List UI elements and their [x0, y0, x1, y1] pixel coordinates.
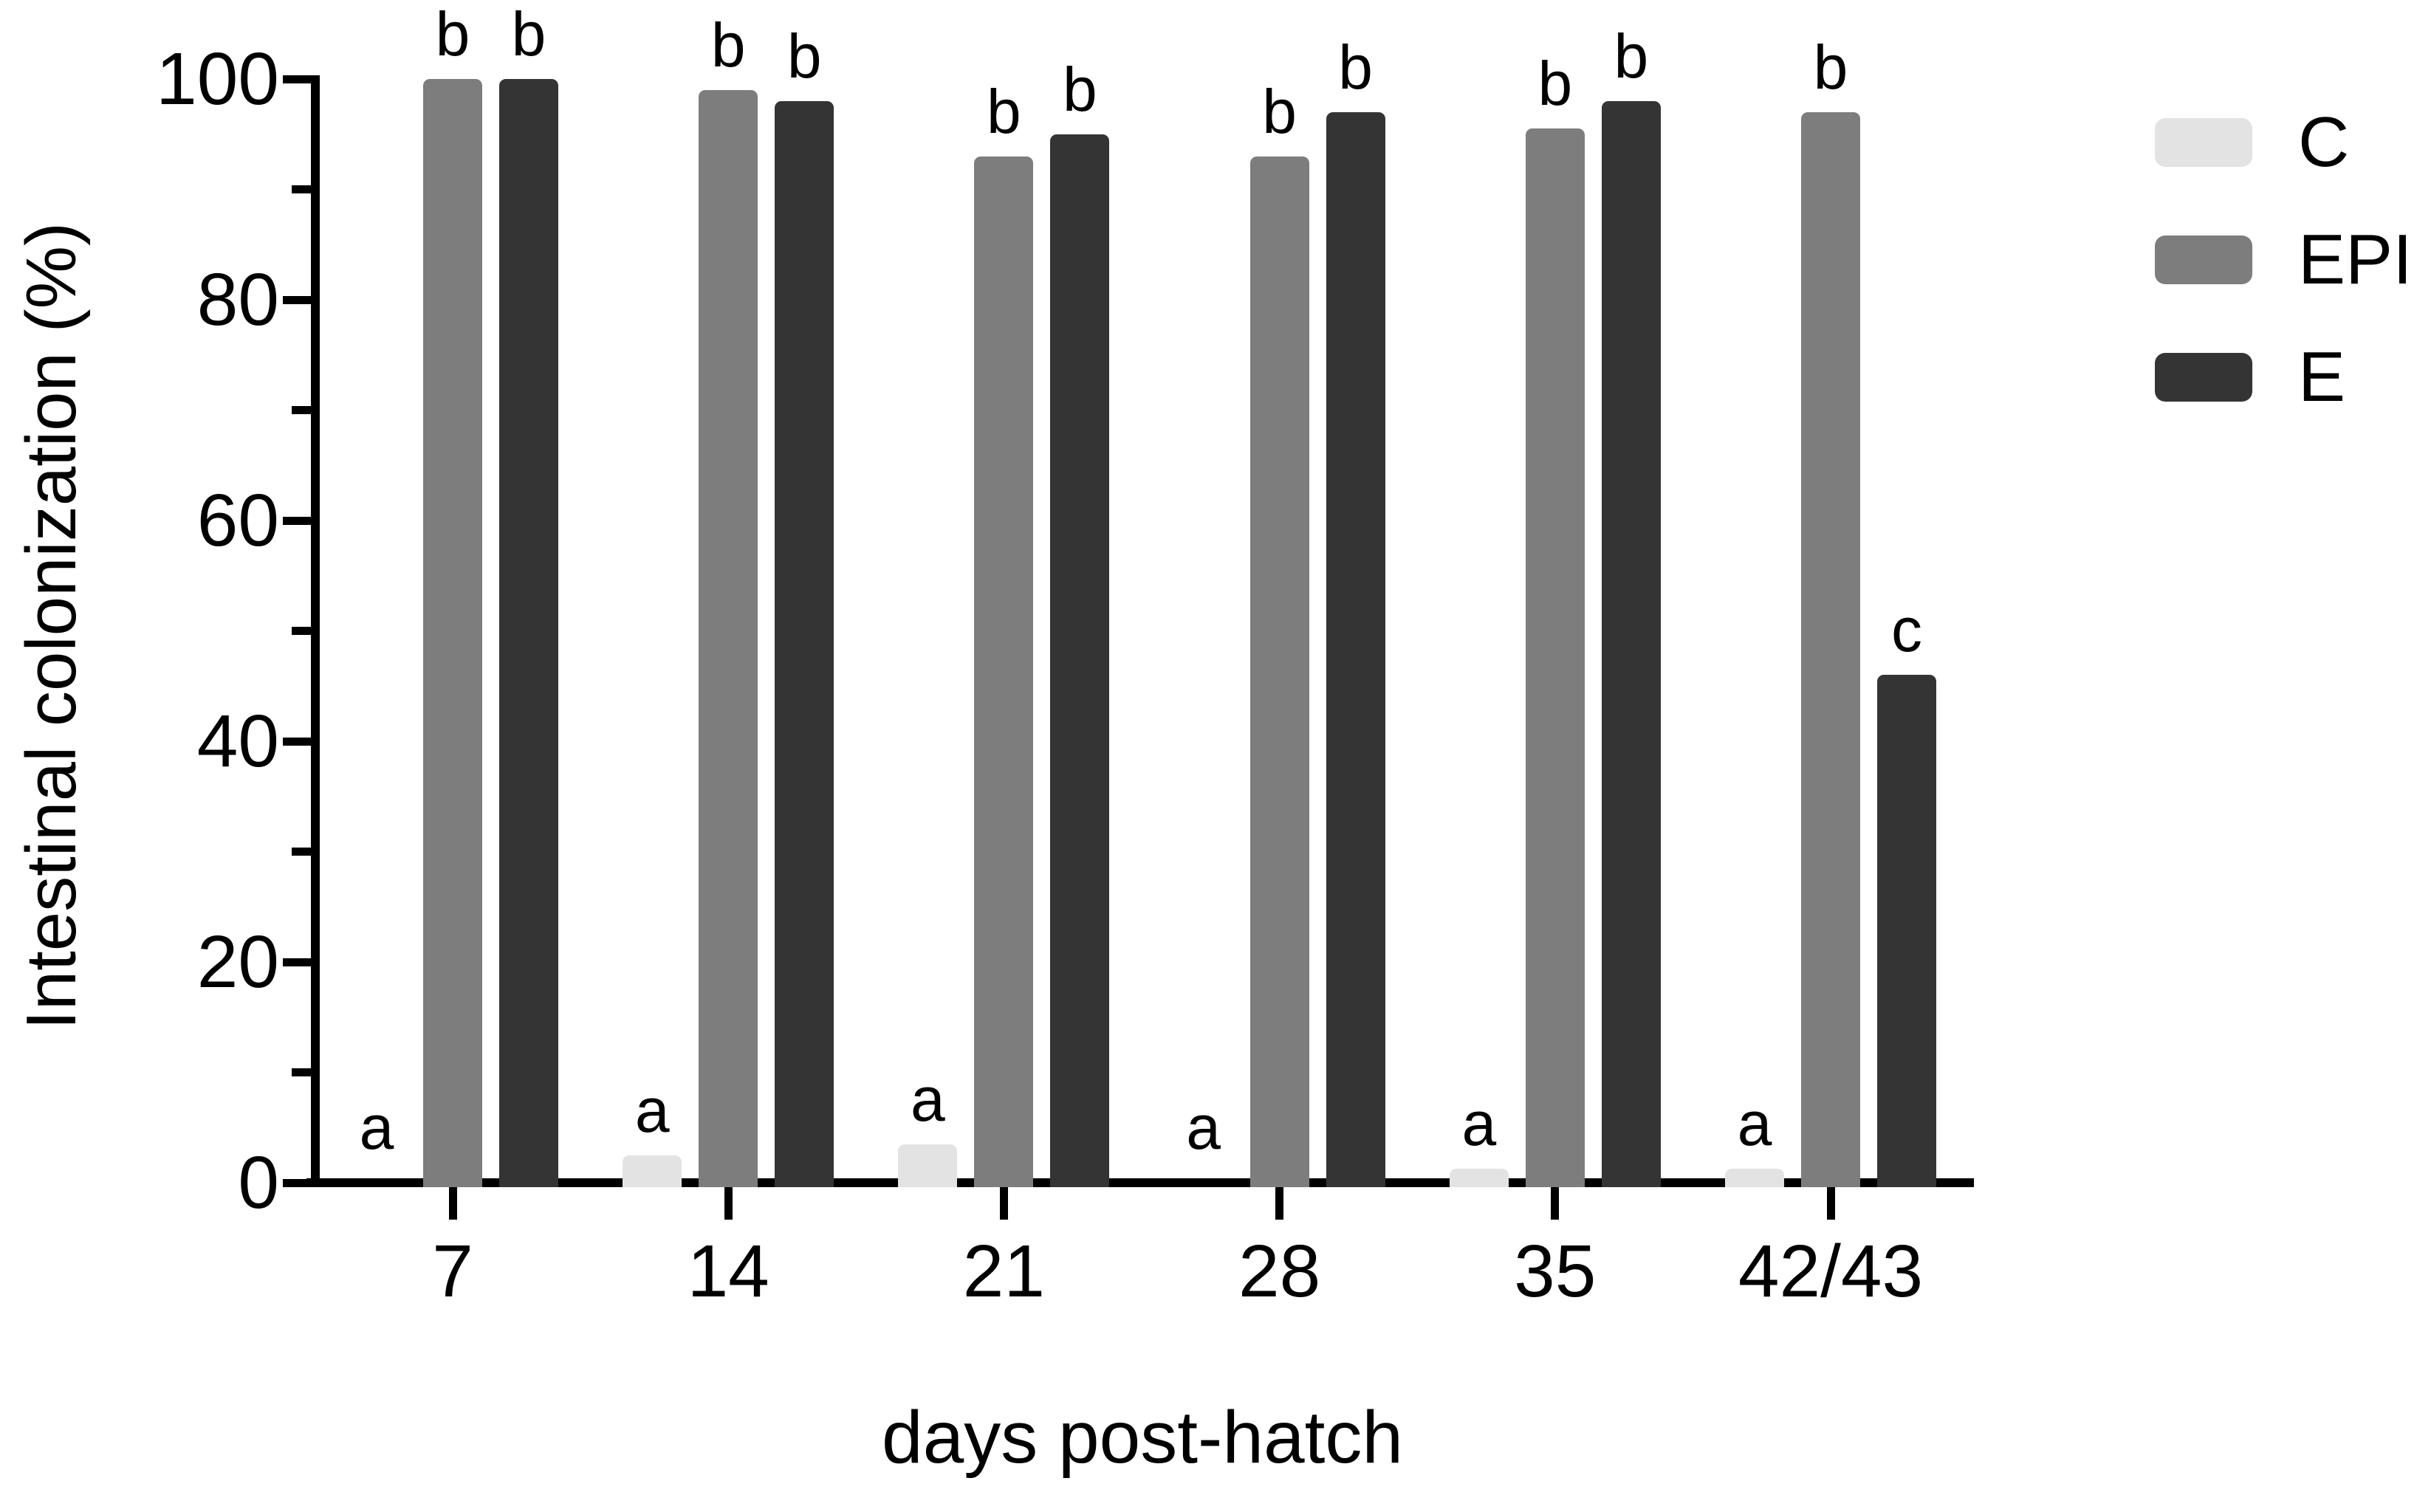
legend-swatch-EPI	[2155, 236, 2252, 284]
y-minor-tick	[292, 1068, 311, 1076]
y-tick-label: 80	[196, 258, 279, 341]
sig-letter-C-35: a	[1461, 1088, 1497, 1158]
x-tick	[1551, 1187, 1560, 1220]
legend-swatch-E	[2155, 353, 2252, 402]
x-tick-label: 7	[432, 1230, 473, 1313]
bar-EPI-7	[423, 79, 482, 1187]
legend-label-C: C	[2298, 103, 2350, 182]
bar-EPI-28	[1249, 156, 1309, 1187]
bar-C-42-43	[1725, 1168, 1784, 1187]
y-major-tick	[283, 737, 311, 746]
sig-letter-EPI-7: b	[435, 0, 470, 69]
x-tick	[448, 1187, 457, 1220]
legend-swatch-C	[2155, 118, 2252, 167]
legend-row-EPI: EPI	[2155, 224, 2413, 295]
y-minor-tick	[292, 848, 311, 856]
bar-EPI-35	[1525, 128, 1585, 1187]
x-tick-label: 28	[1238, 1230, 1321, 1313]
x-tick	[724, 1187, 733, 1220]
bar-E-14	[775, 100, 834, 1187]
sig-letter-C-14: a	[634, 1075, 670, 1145]
x-tick-label: 42/43	[1738, 1230, 1924, 1313]
y-tick-label: 40	[196, 700, 279, 783]
bar-EPI-14	[699, 89, 758, 1187]
x-tick-label: 14	[687, 1230, 769, 1313]
sig-letter-EPI-42-43: b	[1813, 32, 1848, 102]
sig-letter-E-35: b	[1614, 21, 1649, 91]
sig-letter-EPI-21: b	[987, 76, 1021, 146]
bar-E-28	[1326, 111, 1385, 1187]
sig-letter-E-28: b	[1338, 32, 1373, 102]
bar-C-21	[898, 1144, 958, 1187]
y-tick-label: 100	[156, 38, 279, 120]
bar-C-14	[623, 1155, 682, 1187]
y-minor-tick	[292, 627, 311, 635]
y-tick-label: 60	[196, 479, 279, 562]
sig-letter-E-42-43: c	[1891, 595, 1922, 665]
bar-E-42-43	[1877, 675, 1936, 1187]
legend-row-E: E	[2155, 342, 2413, 413]
sig-letter-E-21: b	[1063, 54, 1097, 124]
x-tick-label: 21	[962, 1230, 1045, 1313]
legend-label-E: E	[2298, 337, 2346, 416]
sig-letter-EPI-35: b	[1537, 49, 1573, 119]
y-major-tick	[283, 295, 311, 304]
y-major-tick	[283, 1178, 311, 1187]
y-major-tick	[283, 75, 311, 83]
bar-C-35	[1449, 1168, 1509, 1187]
sig-letter-C-21: a	[911, 1064, 945, 1134]
sig-letter-EPI-28: b	[1262, 76, 1297, 146]
sig-letter-C-7: a	[359, 1093, 394, 1162]
y-minor-tick	[292, 185, 311, 193]
x-axis-title: days post-hatch	[882, 1396, 1403, 1479]
y-axis-line	[311, 75, 320, 1187]
legend-label-EPI: EPI	[2298, 220, 2413, 299]
y-minor-tick	[292, 406, 311, 414]
bar-EPI-21	[974, 156, 1034, 1187]
y-major-tick	[283, 516, 311, 525]
bar-EPI-42-43	[1801, 111, 1860, 1187]
x-tick	[1275, 1187, 1284, 1220]
legend-row-C: C	[2155, 107, 2413, 178]
y-axis-title: Intestinal colonization (%)	[12, 222, 91, 1030]
y-tick-label: 0	[238, 1141, 279, 1224]
sig-letter-EPI-14: b	[710, 10, 746, 80]
bar-E-7	[499, 79, 558, 1187]
sig-letter-E-7: b	[511, 0, 546, 69]
x-tick	[999, 1187, 1008, 1220]
y-major-tick	[283, 958, 311, 966]
y-tick-label: 20	[196, 921, 279, 1003]
sig-letter-E-14: b	[786, 21, 822, 91]
bar-E-35	[1601, 100, 1661, 1187]
bar-E-21	[1050, 134, 1110, 1187]
x-tick-label: 35	[1514, 1230, 1597, 1313]
sig-letter-C-28: a	[1186, 1093, 1221, 1162]
sig-letter-C-42-43: a	[1737, 1088, 1772, 1158]
legend: C EPI E	[2155, 107, 2413, 413]
x-tick	[1826, 1187, 1835, 1220]
